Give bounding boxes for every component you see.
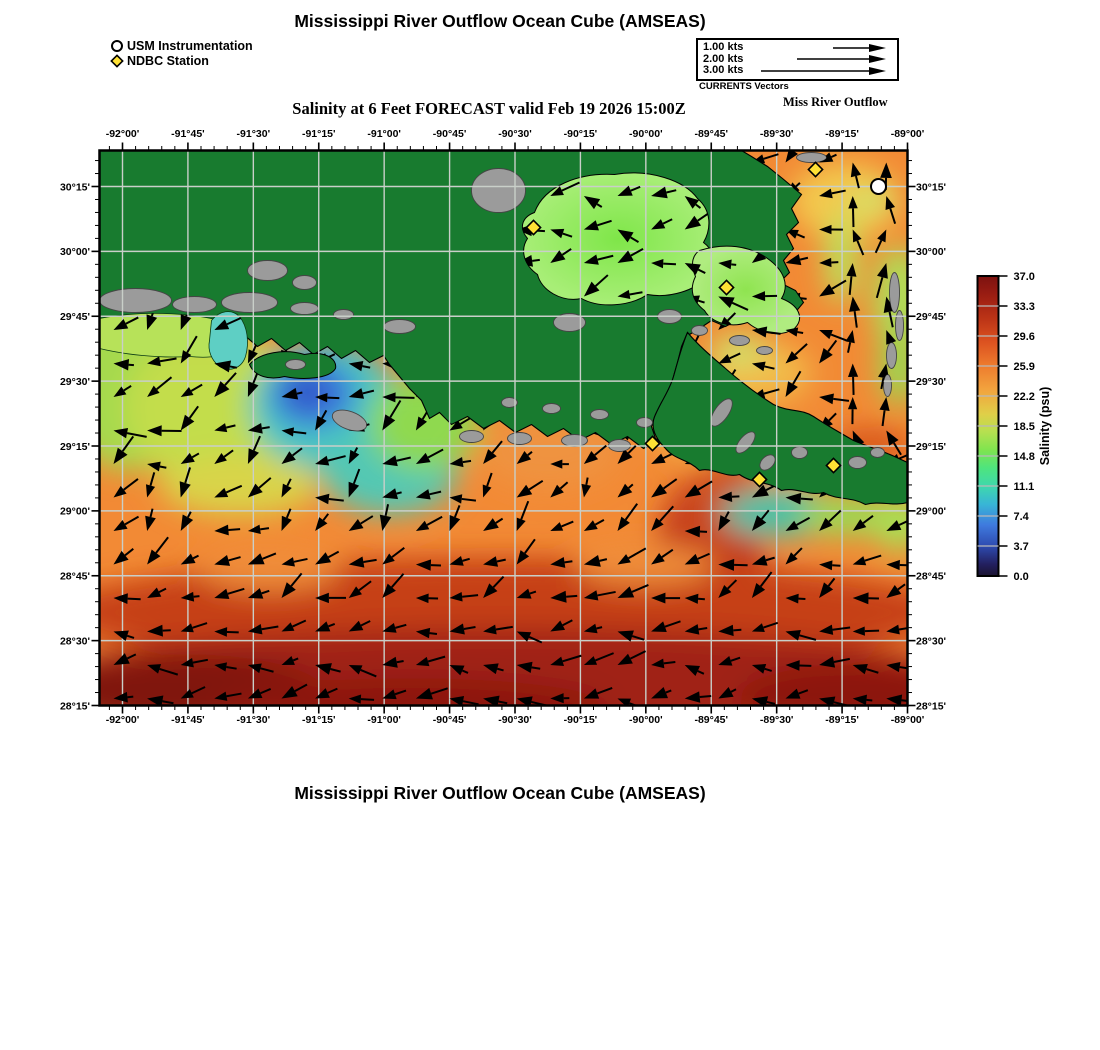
lake-pontchartrain [521, 172, 715, 306]
colorbar-tick-label: 0.0 [1014, 571, 1029, 583]
x-tick-label-top: -89°45' [694, 128, 728, 140]
vector-arrow-3kt-icon [761, 66, 886, 75]
colorbar-tick-label: 11.1 [1014, 481, 1035, 493]
x-tick-label-top: -91°45' [171, 128, 205, 140]
colorbar-tick-label: 37.0 [1014, 271, 1035, 283]
ndbc-station-marker [807, 161, 824, 178]
y-tick-label-left: 29°45' [60, 311, 90, 323]
x-tick-label-bottom: -89°30' [760, 714, 794, 726]
x-tick-label-top: -91°30' [237, 128, 271, 140]
y-tick-label-right: 30°00' [916, 246, 946, 258]
y-tick-label-left: 30°15' [60, 181, 90, 193]
y-tick-label-left: 28°30' [60, 635, 90, 647]
usm-station-marker [870, 178, 887, 195]
colorbar-ticks: 37.0 33.3 29.6 25.9 22.2 18.5 14.8 11.1 7.4 3.7 0.… [977, 271, 1035, 583]
x-tick-label-top: -89°15' [825, 128, 859, 140]
y-tick-label-right: 28°15' [916, 700, 946, 712]
legend-row-ndbc: NDBC Station [110, 53, 253, 68]
x-tick-label-bottom: -90°00' [629, 714, 663, 726]
x-tick-label-top: -89°30' [760, 128, 794, 140]
y-tick-label-right: 28°45' [916, 571, 946, 583]
currents-vector-key: 1.00 kts 2.00 kts 3.00 kts [696, 38, 899, 81]
x-tick-label-top: -92°00' [106, 128, 140, 140]
y-tick-label-left: 28°15' [60, 700, 90, 712]
map-border [98, 149, 909, 707]
x-tick-label-top: -91°00' [367, 128, 401, 140]
forecast-subtitle: Salinity at 6 Feet FORECAST valid Feb 19… [292, 99, 686, 118]
y-tick-label-left: 29°00' [60, 506, 90, 518]
x-tick-label-bottom: -89°45' [694, 714, 728, 726]
map-area [91, 142, 916, 714]
ndbc-station-marker [644, 435, 661, 452]
x-tick-label-top: -90°30' [498, 128, 532, 140]
y-tick-label-right: 28°30' [916, 635, 946, 647]
y-tick-label-left: 28°45' [60, 571, 90, 583]
ndbc-station-marker [718, 279, 735, 296]
salinity-map: -92°00' -92°00' -91°45' -91°45' -91°30' -91°3… [60, 128, 1052, 726]
y-tick-label-left: 30°00' [60, 246, 90, 258]
vector-key-caption: CURRENTS Vectors [699, 81, 789, 92]
ndbc-station-marker [825, 457, 842, 474]
y-tick-label-left: 29°15' [60, 441, 90, 453]
x-tick-label-top: -90°00' [629, 128, 663, 140]
x-tick-label-bottom: -91°30' [237, 714, 271, 726]
station-legend: USM Instrumentation NDBC Station [110, 38, 253, 68]
vector-key-row: 1.00 kts [703, 42, 897, 54]
x-tick-label-bottom: -89°15' [825, 714, 859, 726]
axis-labels: -92°00' -92°00' -91°45' -91°45' -91°30' -91°3… [60, 128, 946, 726]
ndbc-station-marker [525, 219, 542, 236]
x-tick-label-top: -89°00' [891, 128, 925, 140]
x-tick-label-bottom: -89°00' [891, 714, 925, 726]
colorbar-tick-label: 7.4 [1014, 511, 1030, 523]
vector-key-row: 2.00 kts [703, 52, 897, 66]
colorbar: 37.0 33.3 29.6 25.9 22.2 18.5 14.8 11.1 7.4 3.7 0.… [976, 271, 1052, 583]
y-tick-label-right: 29°45' [916, 311, 946, 323]
vector-arrow-2kt-icon [797, 55, 886, 64]
vector-key-label: 3.00 kts [703, 64, 744, 77]
x-tick-label-bottom: -91°15' [302, 714, 336, 726]
colorbar-tick-label: 18.5 [1014, 421, 1035, 433]
x-tick-label-bottom: -92°00' [106, 714, 140, 726]
miss-river-outflow-label: Miss River Outflow [783, 95, 888, 109]
y-tick-label-right: 29°00' [916, 506, 946, 518]
colorbar-tick-label: 33.3 [1014, 301, 1035, 313]
x-tick-label-top: -90°45' [433, 128, 467, 140]
x-tick-label-bottom: -90°15' [564, 714, 598, 726]
x-tick-label-bottom: -90°45' [433, 714, 467, 726]
ndbc-station-marker [751, 471, 768, 488]
vector-key-label: 1.00 kts [703, 41, 744, 54]
station-markers [525, 161, 887, 488]
colorbar-tick-label: 22.2 [1014, 391, 1035, 403]
ndbc-diamond-icon [110, 53, 124, 68]
y-tick-label-right: 29°15' [916, 441, 946, 453]
axis-ticks [91, 142, 916, 714]
page-title: Mississippi River Outflow Ocean Cube (AM… [294, 11, 706, 31]
y-tick-label-right: 30°15' [916, 181, 946, 193]
page-title-bottom: Mississippi River Outflow Ocean Cube (AM… [294, 783, 706, 803]
legend-row-usm: USM Instrumentation [110, 38, 253, 53]
colorbar-tick-label: 25.9 [1014, 361, 1035, 373]
vector-arrow-1kt-icon [833, 43, 886, 52]
atchafalaya-channel-water [208, 311, 248, 370]
map-gridlines [99, 150, 908, 706]
x-tick-label-bottom: -91°00' [367, 714, 401, 726]
colorbar-label: Salinity (psu) [1038, 387, 1052, 465]
colorbar-tick-label: 14.8 [1014, 451, 1035, 463]
x-tick-label-top: -90°15' [564, 128, 598, 140]
y-tick-label-left: 29°30' [60, 376, 90, 388]
legend-usm-label: USM Instrumentation [127, 38, 253, 53]
current-vectors [113, 150, 908, 706]
x-tick-label-bottom: -91°45' [171, 714, 205, 726]
x-tick-label-bottom: -90°30' [498, 714, 532, 726]
vector-key-row: 3.00 kts [703, 65, 897, 77]
x-tick-label-top: -91°15' [302, 128, 336, 140]
y-tick-label-right: 29°30' [916, 376, 946, 388]
colorbar-tick-label: 3.7 [1014, 541, 1029, 553]
usm-circle-icon [111, 39, 123, 52]
colorbar-tick-label: 29.6 [1014, 331, 1035, 343]
vector-key-label: 2.00 kts [703, 52, 744, 65]
legend-ndbc-label: NDBC Station [127, 53, 209, 68]
